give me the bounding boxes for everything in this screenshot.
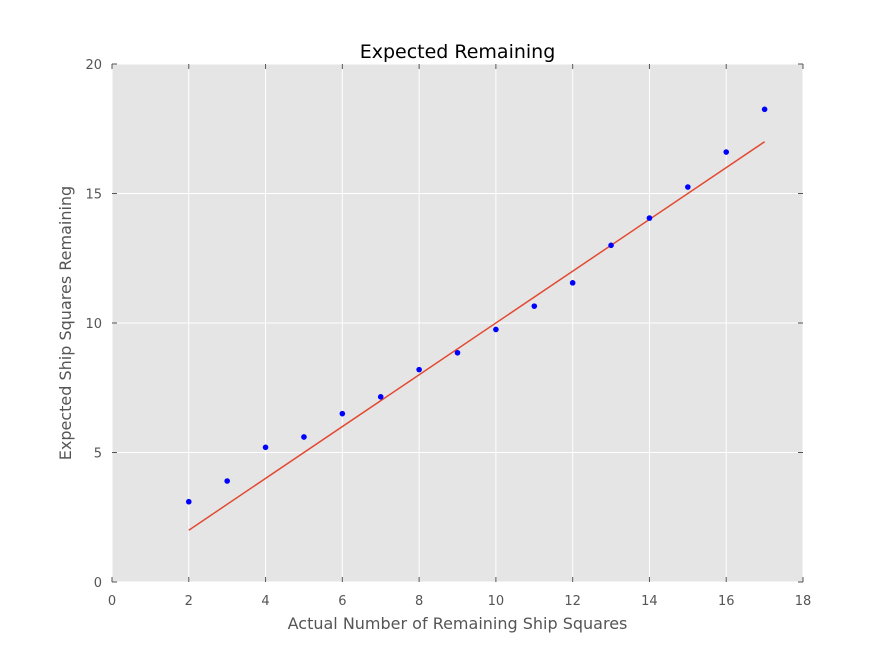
data-point <box>301 434 307 440</box>
x-tick-label: 14 <box>641 594 658 609</box>
x-tick-label: 10 <box>488 594 505 609</box>
data-point <box>531 303 538 309</box>
data-point <box>569 280 576 286</box>
y-tick-label: 15 <box>85 188 102 203</box>
axis-ticks: 0 2 4 6 8 10 12 14 16 18 0 5 10 15 20 <box>85 58 811 609</box>
x-tick-label: 0 <box>108 594 116 609</box>
data-marks <box>185 106 768 531</box>
y-tick-label: 0 <box>94 576 102 591</box>
x-tick-label: 12 <box>564 594 581 609</box>
x-tick-label: 2 <box>185 594 193 609</box>
data-point <box>185 498 192 505</box>
data-point <box>761 106 768 113</box>
x-tick-label: 4 <box>261 594 269 609</box>
data-point <box>685 184 691 190</box>
data-point <box>224 478 230 484</box>
data-point <box>646 215 653 221</box>
y-tick-label: 10 <box>85 317 102 332</box>
data-point <box>262 444 269 451</box>
y-axis-label: Expected Ship Squares Remaining <box>56 186 75 460</box>
chart-title: Expected Remaining <box>360 41 556 63</box>
x-tick-label: 8 <box>415 594 423 609</box>
data-point <box>339 410 346 417</box>
data-point <box>377 394 384 400</box>
reference-line <box>188 141 766 531</box>
data-point <box>416 366 422 373</box>
data-point <box>493 326 499 333</box>
y-tick-label: 5 <box>94 447 102 462</box>
x-axis-label: Actual Number of Remaining Ship Squares <box>288 614 628 633</box>
data-point <box>723 149 730 155</box>
x-tick-label: 18 <box>795 594 812 609</box>
x-tick-label: 16 <box>718 594 735 609</box>
x-tick-label: 6 <box>338 594 346 609</box>
data-point <box>608 242 614 249</box>
data-point <box>454 349 461 356</box>
y-tick-label: 20 <box>85 58 102 73</box>
